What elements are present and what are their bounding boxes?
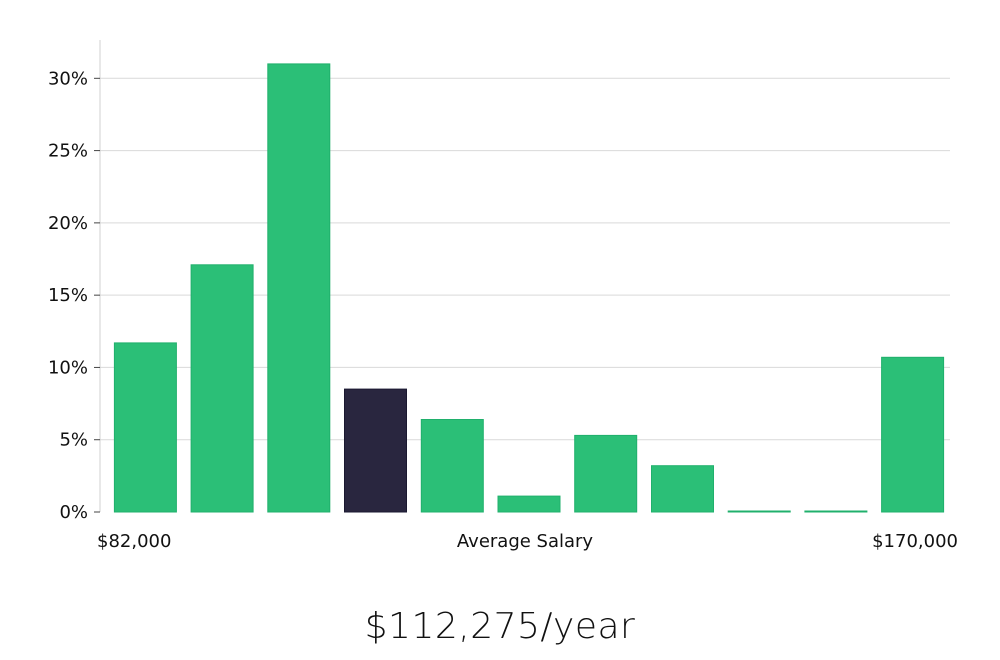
bar xyxy=(727,510,791,513)
x-max-label: $170,000 xyxy=(872,531,958,552)
y-tick-label: 30% xyxy=(48,68,88,89)
bar-highlighted xyxy=(344,388,407,513)
bar xyxy=(420,419,484,513)
chart-svg: 0% 5% 10% 15% 20% 25% 30% $82,000 Average Sala… xyxy=(48,40,958,552)
bar xyxy=(190,264,254,513)
y-tick-label: 0% xyxy=(59,502,88,523)
bar xyxy=(113,342,177,513)
bar xyxy=(881,356,945,513)
y-tick-label: 5% xyxy=(59,430,88,451)
bar xyxy=(267,63,331,513)
bar xyxy=(651,465,714,513)
average-salary-value: $112,275/year xyxy=(364,606,636,647)
bars xyxy=(113,63,945,513)
bar xyxy=(574,434,638,513)
y-tick-label: 15% xyxy=(48,285,88,306)
y-tick-labels: 0% 5% 10% 15% 20% 25% 30% xyxy=(48,68,100,523)
x-axis-title: Average Salary xyxy=(457,531,594,552)
y-tick-label: 20% xyxy=(48,213,88,234)
x-min-label: $82,000 xyxy=(97,531,171,552)
y-tick-label: 25% xyxy=(48,141,88,162)
salary-distribution-chart: 0% 5% 10% 15% 20% 25% 30% $82,000 Average Sala… xyxy=(48,40,958,552)
bar xyxy=(497,495,561,513)
y-tick-label: 10% xyxy=(48,357,88,378)
bar xyxy=(804,510,868,513)
